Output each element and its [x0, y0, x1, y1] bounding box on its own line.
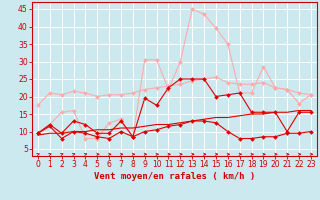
X-axis label: Vent moyen/en rafales ( km/h ): Vent moyen/en rafales ( km/h )	[94, 172, 255, 181]
